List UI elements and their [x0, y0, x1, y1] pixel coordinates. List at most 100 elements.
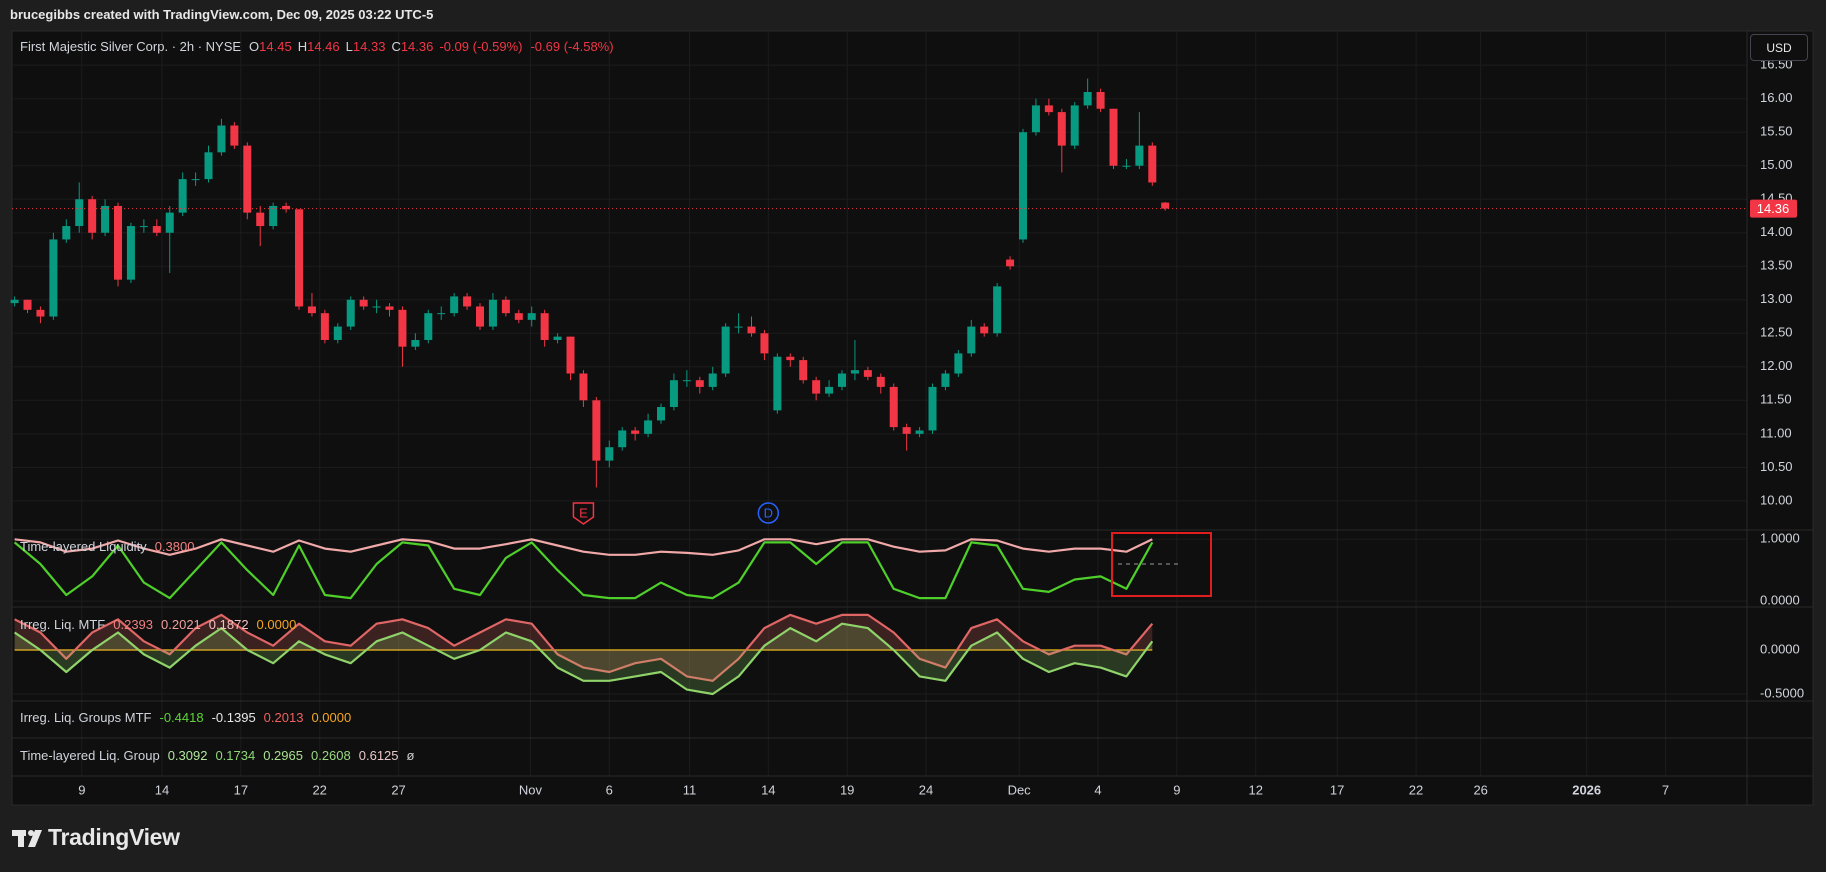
symbol-title: First Majestic Silver Corp. · 2h · NYSE	[20, 38, 242, 54]
x-tick-label: 26	[1473, 782, 1487, 797]
last-price-label: 14.36	[1757, 201, 1790, 216]
logo-part	[28, 830, 34, 836]
legend-value: 0.2965	[263, 747, 303, 763]
candle-body	[101, 205, 110, 233]
candle-body	[126, 226, 135, 280]
ohlc-label: H	[297, 38, 308, 54]
x-tick-label: 6	[606, 782, 613, 797]
candle-body	[695, 380, 704, 387]
ohlc-value: 14.45	[259, 38, 292, 54]
ohlc-value: 14.36	[400, 38, 434, 54]
candle-body	[1148, 145, 1157, 183]
candle-body	[191, 179, 200, 181]
axes: 9 14 17 22 27 Nov 6 11 14 19 24 Dec 4 9 12 17 22 26 2026 7 1…	[12, 31, 1813, 805]
candle-body	[88, 199, 97, 233]
candle-body	[669, 380, 678, 408]
currency-button[interactable]: USD	[1750, 34, 1808, 61]
candle-body	[812, 380, 821, 394]
candle-body	[1161, 202, 1170, 209]
logo-part	[28, 830, 42, 847]
candle-body	[941, 373, 950, 387]
legend-value: 0.0000	[256, 616, 297, 632]
x-tick-label: 2026	[1572, 782, 1601, 797]
candle-body	[579, 373, 588, 401]
candle-body	[165, 212, 174, 233]
candle-body	[398, 309, 407, 347]
candle-body	[721, 326, 730, 374]
legend-value: 0.6125	[358, 747, 399, 763]
x-tick-label: 22	[312, 782, 326, 797]
candle-body	[773, 356, 782, 411]
candle-body	[411, 339, 420, 347]
y-tick-label: 13.00	[1760, 291, 1793, 306]
x-tick-label: 4	[1094, 782, 1101, 797]
y-tick-label: 10.50	[1760, 459, 1793, 474]
series-line	[13, 541, 1154, 600]
series-line	[14, 613, 1154, 682]
series-area	[14, 623, 1153, 694]
candle-body	[256, 212, 265, 227]
y-tick-label: -0.5000	[1760, 685, 1804, 700]
legend-value: ø	[406, 747, 415, 763]
change-value: -0.69 (-4.58%)	[530, 38, 614, 54]
x-tick-label: 19	[840, 782, 854, 797]
x-tick-label: 17	[234, 782, 248, 797]
legend-value: 0.1734	[215, 747, 256, 763]
y-tick-label: 15.50	[1760, 124, 1793, 139]
candle-body	[514, 313, 523, 320]
candle-body	[605, 447, 614, 461]
candle-body	[967, 326, 976, 354]
y-tick-label: 11.00	[1760, 425, 1792, 440]
y-tick-label: 11.50	[1760, 392, 1792, 407]
y-tick-label: 13.50	[1760, 258, 1793, 273]
candle-body	[1057, 112, 1066, 146]
y-tick-label: 0.0000	[1760, 641, 1800, 656]
candle-body	[837, 373, 847, 387]
series-area	[14, 614, 1153, 681]
candle-body	[178, 179, 187, 213]
series-line	[13, 622, 1154, 696]
candle-body	[786, 356, 795, 361]
legend-title: Irreg. Liq. MTF	[20, 616, 106, 632]
candle-body	[488, 299, 497, 327]
legend-value: 0.2021	[161, 616, 201, 632]
candle-body	[1044, 105, 1053, 113]
candle-body	[1031, 105, 1040, 133]
legend-value: 0.2608	[310, 747, 351, 763]
event-label: D	[764, 505, 773, 520]
legend-value: 0.0000	[311, 709, 352, 725]
candle-body	[902, 427, 911, 434]
candle-body	[553, 336, 562, 340]
x-tick-label: Nov	[519, 782, 543, 797]
candle-body	[1083, 91, 1092, 106]
candle-body	[1135, 145, 1144, 166]
candle-body	[23, 299, 32, 310]
candle-body	[463, 296, 472, 307]
candle-body	[501, 299, 510, 314]
legend-value: 0.2393	[113, 616, 154, 632]
legend-title: Time-layered Liq. Group	[20, 747, 160, 763]
event-marker	[757, 502, 780, 524]
pane-legend: Irreg. Liq. Groups MTF -0.4418 -0.1395 0.20…	[20, 708, 351, 726]
candle-body	[320, 313, 329, 340]
logo-icon	[12, 830, 42, 847]
ohlc-value: 14.46	[307, 38, 340, 54]
main-legend: First Majestic Silver Corp. · 2h · NYSE O…	[20, 37, 622, 55]
candle-body	[75, 199, 84, 227]
candle-body	[437, 313, 446, 315]
candle-body	[372, 306, 381, 308]
y-tick-label: 12.00	[1760, 358, 1793, 373]
event-marker	[572, 502, 595, 525]
legend-value: 0.2013	[263, 709, 304, 725]
candle-body	[230, 125, 239, 146]
y-tick-label: 1.0000	[1760, 531, 1800, 546]
candle-body	[747, 326, 756, 334]
legend-title: Time-layered Liquidity	[20, 538, 147, 554]
candle-body	[359, 299, 368, 307]
ohlc-label: C	[391, 38, 401, 54]
candle-body	[217, 125, 226, 153]
candle-body	[527, 313, 536, 320]
candle-body	[644, 420, 653, 434]
candle-body	[114, 205, 123, 280]
